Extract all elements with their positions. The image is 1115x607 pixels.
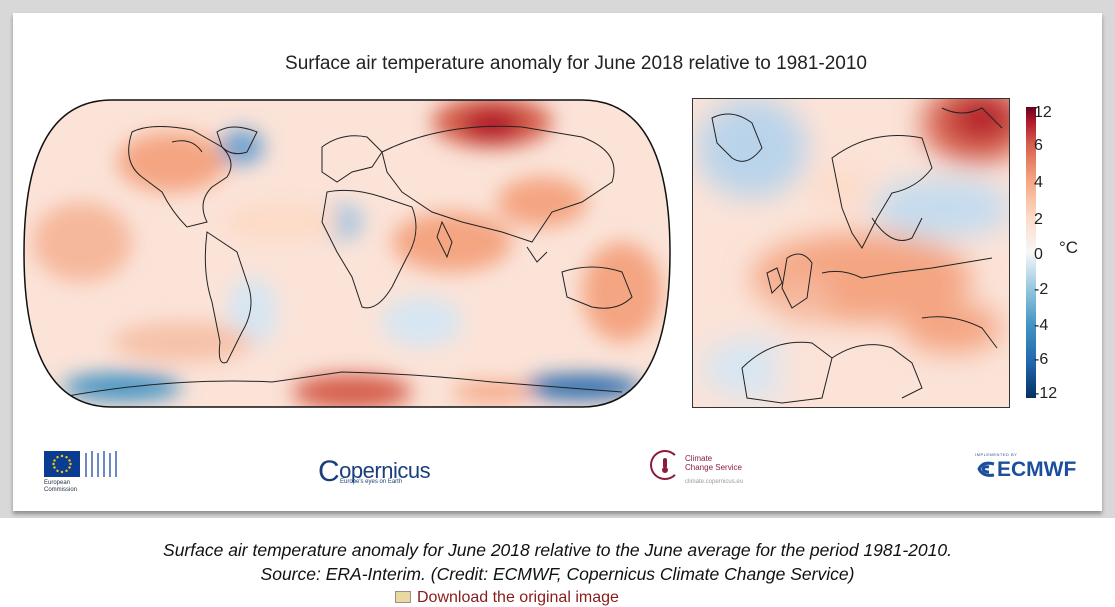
download-link[interactable]: Download the original image bbox=[395, 589, 619, 607]
commission-building-icon bbox=[85, 451, 117, 477]
thermometer-icon bbox=[650, 450, 680, 480]
caption-line-1: Surface air temperature anomaly for June… bbox=[163, 540, 952, 560]
ecmwf-logo: IMPLEMENTED BY ECMWF bbox=[975, 452, 1095, 487]
colorbar-unit: °C bbox=[1059, 238, 1079, 257]
implemented-by-label: IMPLEMENTED BY bbox=[975, 452, 1018, 457]
world-anomaly-map bbox=[23, 99, 671, 408]
eu-flag-icon bbox=[44, 451, 80, 477]
colorbar-tick: 2 bbox=[1034, 211, 1043, 228]
copernicus-wordmark: Copernicus bbox=[318, 455, 431, 488]
copernicus-logo: Copernicus Europe's eyes on Earth bbox=[318, 448, 458, 493]
eu-logo-text: European Commission bbox=[44, 480, 78, 493]
caption-line-2: Source: ERA-Interim. (Credit: ECMWF, Cop… bbox=[260, 564, 855, 584]
colorbar bbox=[1026, 107, 1036, 398]
europe-anomaly-map bbox=[692, 98, 1010, 408]
c3s-logo: Climate Change Service climate.copernicus… bbox=[650, 448, 770, 493]
european-commission-logo: European Commission bbox=[28, 445, 118, 500]
colorbar-tick: 4 bbox=[1034, 174, 1043, 191]
copernicus-tagline: Europe's eyes on Earth bbox=[340, 479, 403, 485]
ecmwf-wordmark: ECMWF bbox=[997, 458, 1077, 481]
figure-caption: Surface air temperature anomaly for June… bbox=[0, 538, 1115, 586]
colorbar-tick: -2 bbox=[1034, 281, 1049, 298]
map-title: Surface air temperature anomaly for June… bbox=[285, 53, 867, 74]
colorbar-tick: -4 bbox=[1034, 317, 1049, 334]
c3s-title: Climate Change Service bbox=[685, 454, 742, 472]
download-icon bbox=[395, 591, 411, 603]
c3s-url: climate.copernicus.eu bbox=[685, 479, 744, 485]
colorbar-tick: 6 bbox=[1034, 137, 1043, 154]
colorbar-tick: -6 bbox=[1034, 351, 1049, 368]
colorbar-tick: 12 bbox=[1034, 104, 1052, 121]
ecmwf-mark-icon bbox=[977, 461, 995, 477]
colorbar-tick: 0 bbox=[1034, 246, 1043, 263]
colorbar-tick: -12 bbox=[1034, 385, 1058, 402]
